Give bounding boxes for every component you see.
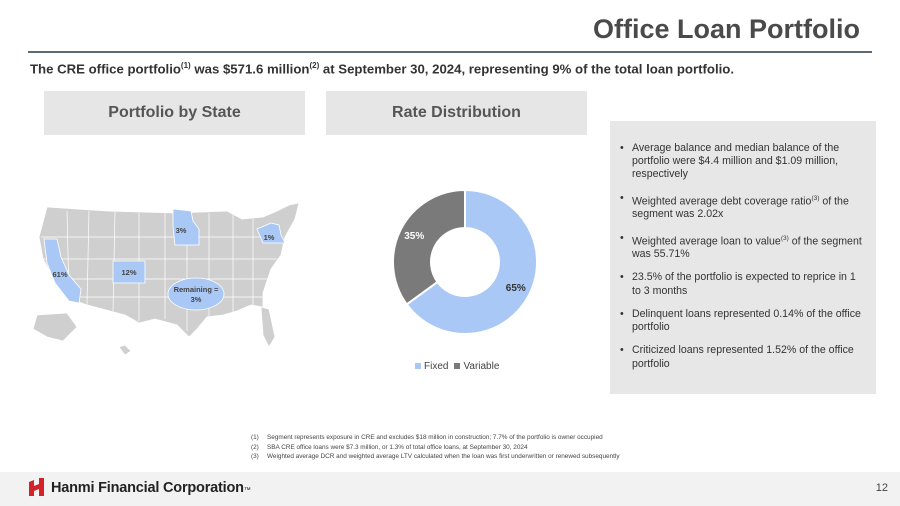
- footnote-ref-2: (2): [309, 61, 320, 70]
- california-shape: [43, 238, 82, 304]
- title-divider: [28, 51, 872, 53]
- legend-swatch-variable: [454, 363, 461, 370]
- rate-distribution-donut: 65% 35%: [392, 188, 538, 335]
- metric-loan-to-value: Weighted average loan to value(3) of the…: [620, 232, 866, 262]
- hanmi-logo-icon: [29, 478, 44, 496]
- minnesota-shape: [172, 208, 200, 246]
- chart-legend: Fixed Variable: [415, 361, 499, 372]
- summary-text-3: at September 30, 2024, representing 9% o…: [319, 61, 734, 77]
- metric-delinquent: Delinquent loans represented 0.14% of th…: [620, 308, 866, 334]
- footer-band: [0, 472, 900, 506]
- state-borders: [41, 210, 277, 331]
- us-map: 61% 12% 3% 1% Remaining = 3%: [32, 202, 300, 356]
- remaining-label-line1: Remaining =: [174, 285, 219, 294]
- legend-label-fixed: Fixed: [424, 361, 449, 372]
- footnote-ref-1: (1): [180, 61, 191, 70]
- alaska-shape: [32, 312, 78, 342]
- summary-text-2: was $571.6 million: [190, 61, 310, 77]
- florida-shape: [260, 306, 276, 348]
- donut-slice-variable: [392, 188, 466, 306]
- legend-item-variable: Variable: [454, 361, 499, 372]
- contiguous-us-shape: [38, 202, 300, 338]
- donut-label-fixed: 65%: [506, 283, 526, 294]
- metric-criticized: Criticized loans represented 1.52% of th…: [620, 344, 866, 370]
- ca-label: 61%: [52, 270, 67, 279]
- remaining-bubble: [167, 277, 225, 311]
- highlighted-states: [43, 208, 286, 311]
- summary-text-1: The CRE office portfolio: [30, 61, 181, 77]
- metric-reprice: 23.5% of the portfolio is expected to re…: [620, 271, 866, 297]
- metrics-list: Average balance and median balance of th…: [610, 121, 876, 371]
- page-number: 12: [875, 482, 888, 494]
- summary-statement: The CRE office portfolio(1) was $571.6 m…: [30, 61, 734, 76]
- footnotes: (1) Segment represents exposure in CRE an…: [251, 433, 620, 462]
- metric-average-balance: Average balance and median balance of th…: [620, 142, 866, 182]
- portfolio-by-state-header: Portfolio by State: [44, 91, 305, 135]
- legend-label-variable: Variable: [463, 361, 500, 372]
- footnote-1: (1) Segment represents exposure in CRE an…: [251, 434, 603, 441]
- co-label: 12%: [121, 268, 136, 277]
- new-york-shape: [256, 222, 286, 244]
- footnote-3: (3) Weighted average DCR and weighted ave…: [251, 453, 620, 460]
- ny-label: 1%: [264, 233, 275, 242]
- footnote-2: (2) SBA CRE office loans were $7.3 millio…: [251, 443, 528, 451]
- metric-debt-coverage: Weighted average debt coverage ratio(3) …: [620, 192, 866, 222]
- page-title: Office Loan Portfolio: [593, 14, 860, 44]
- hawaii-shape: [118, 344, 132, 356]
- remaining-label-line2: 3%: [191, 295, 202, 304]
- donut-label-variable: 35%: [404, 231, 424, 242]
- colorado-shape: [112, 260, 146, 284]
- rate-distribution-header: Rate Distribution: [326, 91, 587, 135]
- key-metrics-panel: Average balance and median balance of th…: [610, 121, 876, 394]
- legend-swatch-fixed: [415, 363, 421, 370]
- company-name: Hanmi Financial Corporation™: [51, 480, 251, 496]
- us-land: [32, 202, 300, 356]
- mn-label: 3%: [176, 226, 187, 235]
- company-logo: Hanmi Financial Corporation™: [27, 478, 251, 498]
- donut-slice-fixed: [405, 188, 538, 335]
- legend-item-fixed: Fixed: [415, 361, 448, 372]
